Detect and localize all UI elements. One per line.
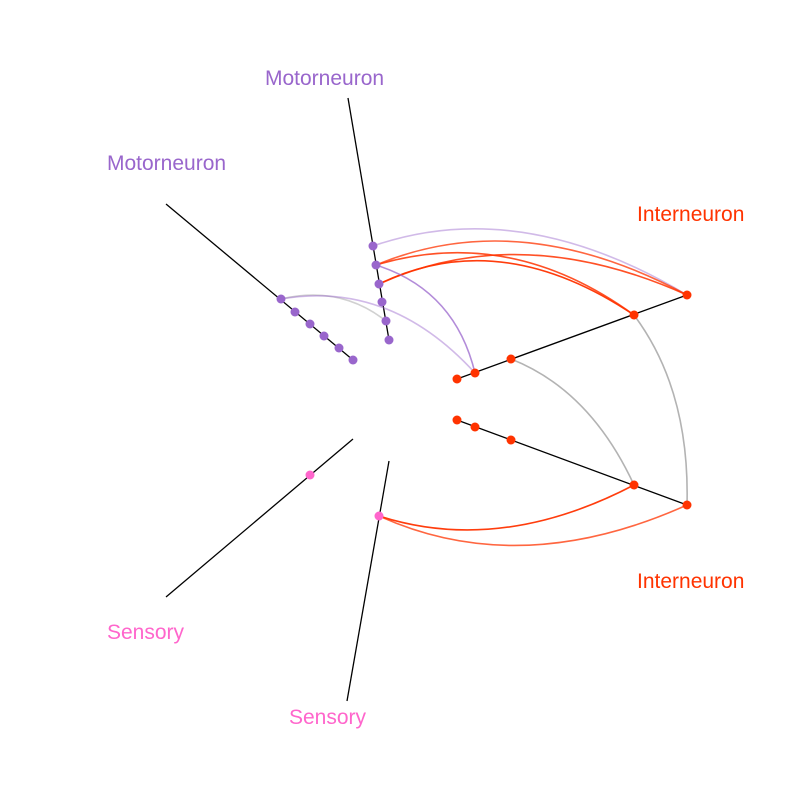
edge-2 [375,251,635,316]
edge-6 [280,294,387,322]
edges-layer [280,228,688,547]
node-interneuron-upper-3 [629,310,639,320]
node-motorneuron-top-5 [384,335,394,345]
edge-7 [280,295,476,374]
node-motorneuron-top-1 [371,260,381,270]
nodes-layer [276,241,692,521]
node-sensory-bottom-0 [374,511,384,521]
node-interneuron-lower-2 [506,435,516,445]
edge-11 [378,504,688,547]
axis-interneuron-upper [456,294,688,380]
edge-8 [510,358,635,486]
edge-0 [372,228,688,296]
axis-label-motorneuron-left: Motorneuron [107,152,227,175]
edge-10 [378,484,635,531]
node-motorneuron-top-3 [377,297,387,307]
node-motorneuron-top-2 [374,279,384,289]
node-motorneuron-left-2 [305,319,315,329]
node-motorneuron-left-5 [348,355,358,365]
axis-label-interneuron-upper: Interneuron [637,203,745,226]
axes-layer [165,97,688,702]
node-interneuron-lower-0 [452,415,462,425]
node-motorneuron-left-0 [276,294,286,304]
node-motorneuron-left-4 [334,343,344,353]
axis-label-interneuron-lower: Interneuron [637,570,745,593]
node-interneuron-upper-0 [452,374,462,384]
node-motorneuron-top-0 [368,241,378,251]
node-interneuron-upper-1 [470,368,480,378]
node-interneuron-upper-4 [682,290,692,300]
axis-interneuron-lower [456,419,688,506]
axis-label-sensory-bottom: Sensory [289,706,367,729]
axis-sensory-left [165,438,354,598]
axis-label-motorneuron-top: Motorneuron [265,67,385,90]
node-motorneuron-top-4 [381,316,391,326]
edge-5 [375,264,476,374]
node-motorneuron-left-3 [319,331,329,341]
node-motorneuron-left-1 [290,307,300,317]
edge-4 [378,253,688,296]
edge-1 [375,240,688,296]
node-interneuron-upper-2 [506,354,516,364]
edge-9 [633,314,688,506]
node-sensory-left-0 [305,470,315,480]
axis-label-sensory-left: Sensory [107,621,185,644]
axis-sensory-bottom [346,460,390,702]
node-interneuron-lower-1 [470,422,480,432]
node-interneuron-lower-3 [629,480,639,490]
node-interneuron-lower-4 [682,500,692,510]
